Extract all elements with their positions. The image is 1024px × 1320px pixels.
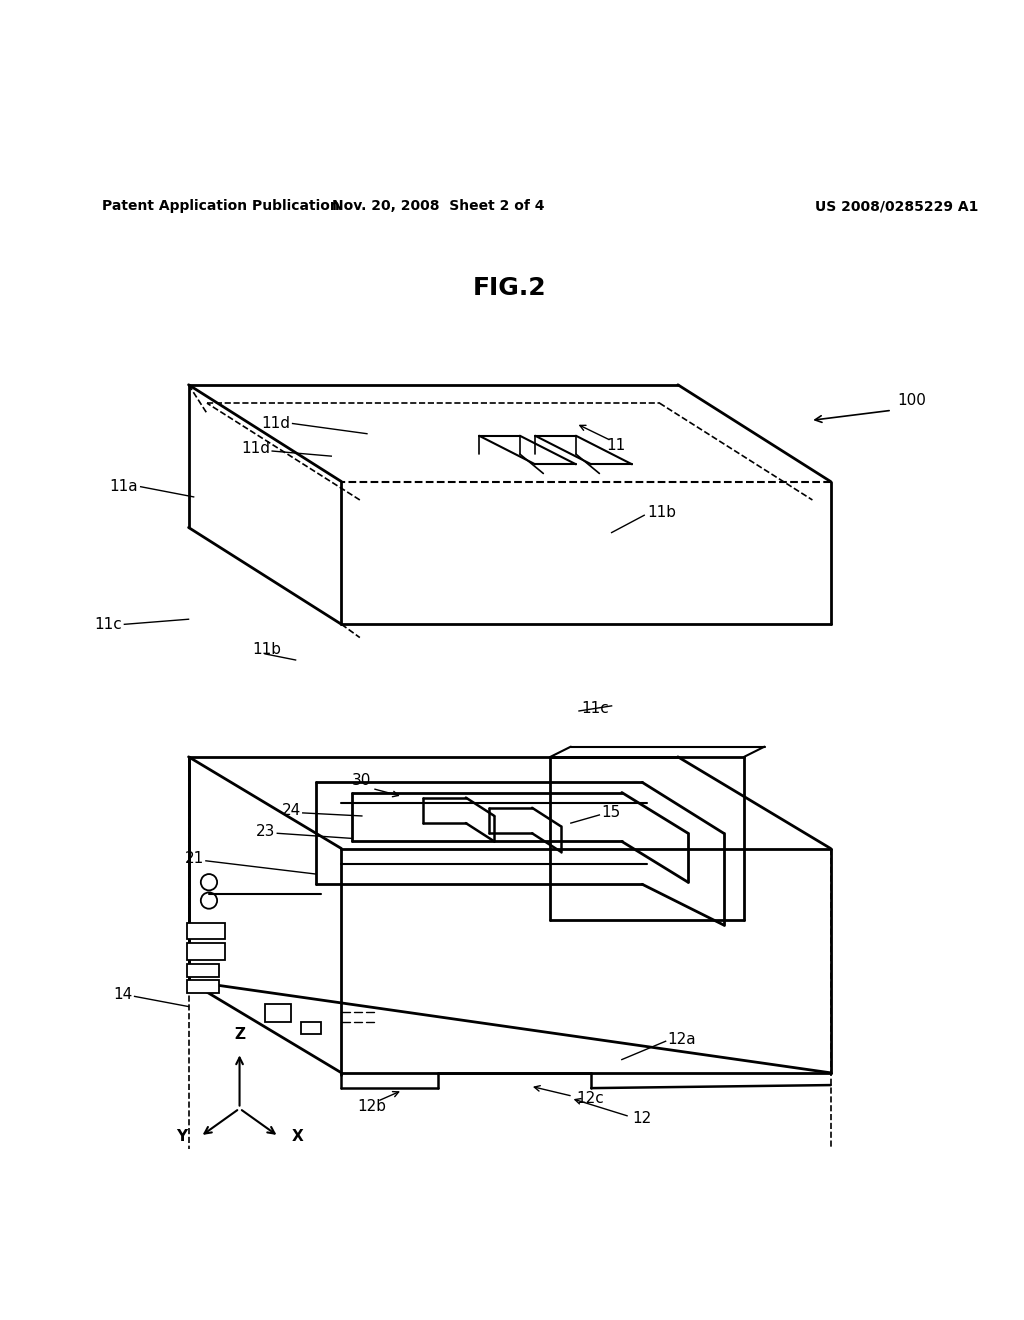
Text: 11b: 11b bbox=[253, 643, 282, 657]
Text: FIG.2: FIG.2 bbox=[473, 276, 547, 300]
Text: 30: 30 bbox=[352, 772, 372, 788]
Text: Nov. 20, 2008  Sheet 2 of 4: Nov. 20, 2008 Sheet 2 of 4 bbox=[332, 199, 545, 214]
Bar bbox=[186, 964, 219, 977]
Bar bbox=[301, 1022, 322, 1034]
Text: 24: 24 bbox=[282, 804, 301, 818]
Text: 12a: 12a bbox=[668, 1032, 696, 1047]
Text: 11d: 11d bbox=[241, 441, 270, 457]
Text: 12: 12 bbox=[632, 1111, 651, 1126]
Text: 11: 11 bbox=[606, 438, 626, 454]
Text: 14: 14 bbox=[114, 987, 132, 1002]
Text: 11d: 11d bbox=[261, 416, 291, 432]
Text: Z: Z bbox=[234, 1027, 245, 1041]
Text: X: X bbox=[291, 1129, 303, 1144]
Text: US 2008/0285229 A1: US 2008/0285229 A1 bbox=[815, 199, 979, 214]
Text: Y: Y bbox=[176, 1129, 187, 1144]
Text: 100: 100 bbox=[897, 392, 926, 408]
Text: 15: 15 bbox=[601, 805, 621, 821]
Text: 21: 21 bbox=[184, 851, 204, 866]
Text: 12c: 12c bbox=[575, 1090, 604, 1106]
Text: 11b: 11b bbox=[647, 504, 676, 520]
Text: 11c: 11c bbox=[581, 701, 609, 717]
Text: 11a: 11a bbox=[109, 479, 137, 494]
Bar bbox=[186, 944, 225, 960]
Bar bbox=[265, 1003, 291, 1022]
Text: 12b: 12b bbox=[357, 1100, 387, 1114]
Bar bbox=[186, 979, 219, 994]
Bar bbox=[186, 923, 225, 940]
Text: Patent Application Publication: Patent Application Publication bbox=[102, 199, 340, 214]
Text: 11c: 11c bbox=[94, 616, 122, 632]
Text: 23: 23 bbox=[256, 824, 275, 838]
